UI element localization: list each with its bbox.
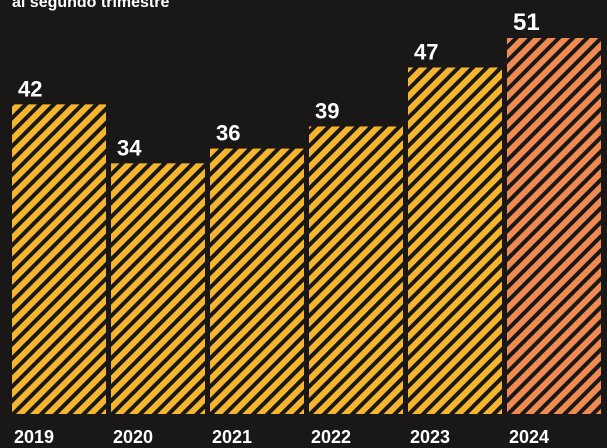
- category-label-2019: 2019: [14, 427, 54, 447]
- category-label-2021: 2021: [212, 427, 252, 447]
- value-label-2022: 39: [315, 98, 339, 123]
- bar-2023: [408, 67, 502, 414]
- chart-subtitle: al segundo trimestre: [12, 0, 170, 11]
- bar-2022: [309, 126, 403, 415]
- bar-2020: [111, 163, 205, 414]
- category-label-2023: 2023: [410, 427, 450, 447]
- value-label-2023: 47: [414, 39, 438, 64]
- category-label-2020: 2020: [113, 427, 153, 447]
- category-label-2022: 2022: [311, 427, 351, 447]
- value-label-2020: 34: [117, 135, 142, 160]
- bar-2021: [210, 148, 304, 414]
- value-label-2019: 42: [18, 76, 42, 101]
- value-label-2024: 51: [513, 9, 540, 36]
- value-label-2021: 36: [216, 121, 240, 146]
- category-label-2024: 2024: [509, 427, 549, 447]
- bar-2024: [507, 38, 601, 414]
- bar-2019: [12, 104, 106, 415]
